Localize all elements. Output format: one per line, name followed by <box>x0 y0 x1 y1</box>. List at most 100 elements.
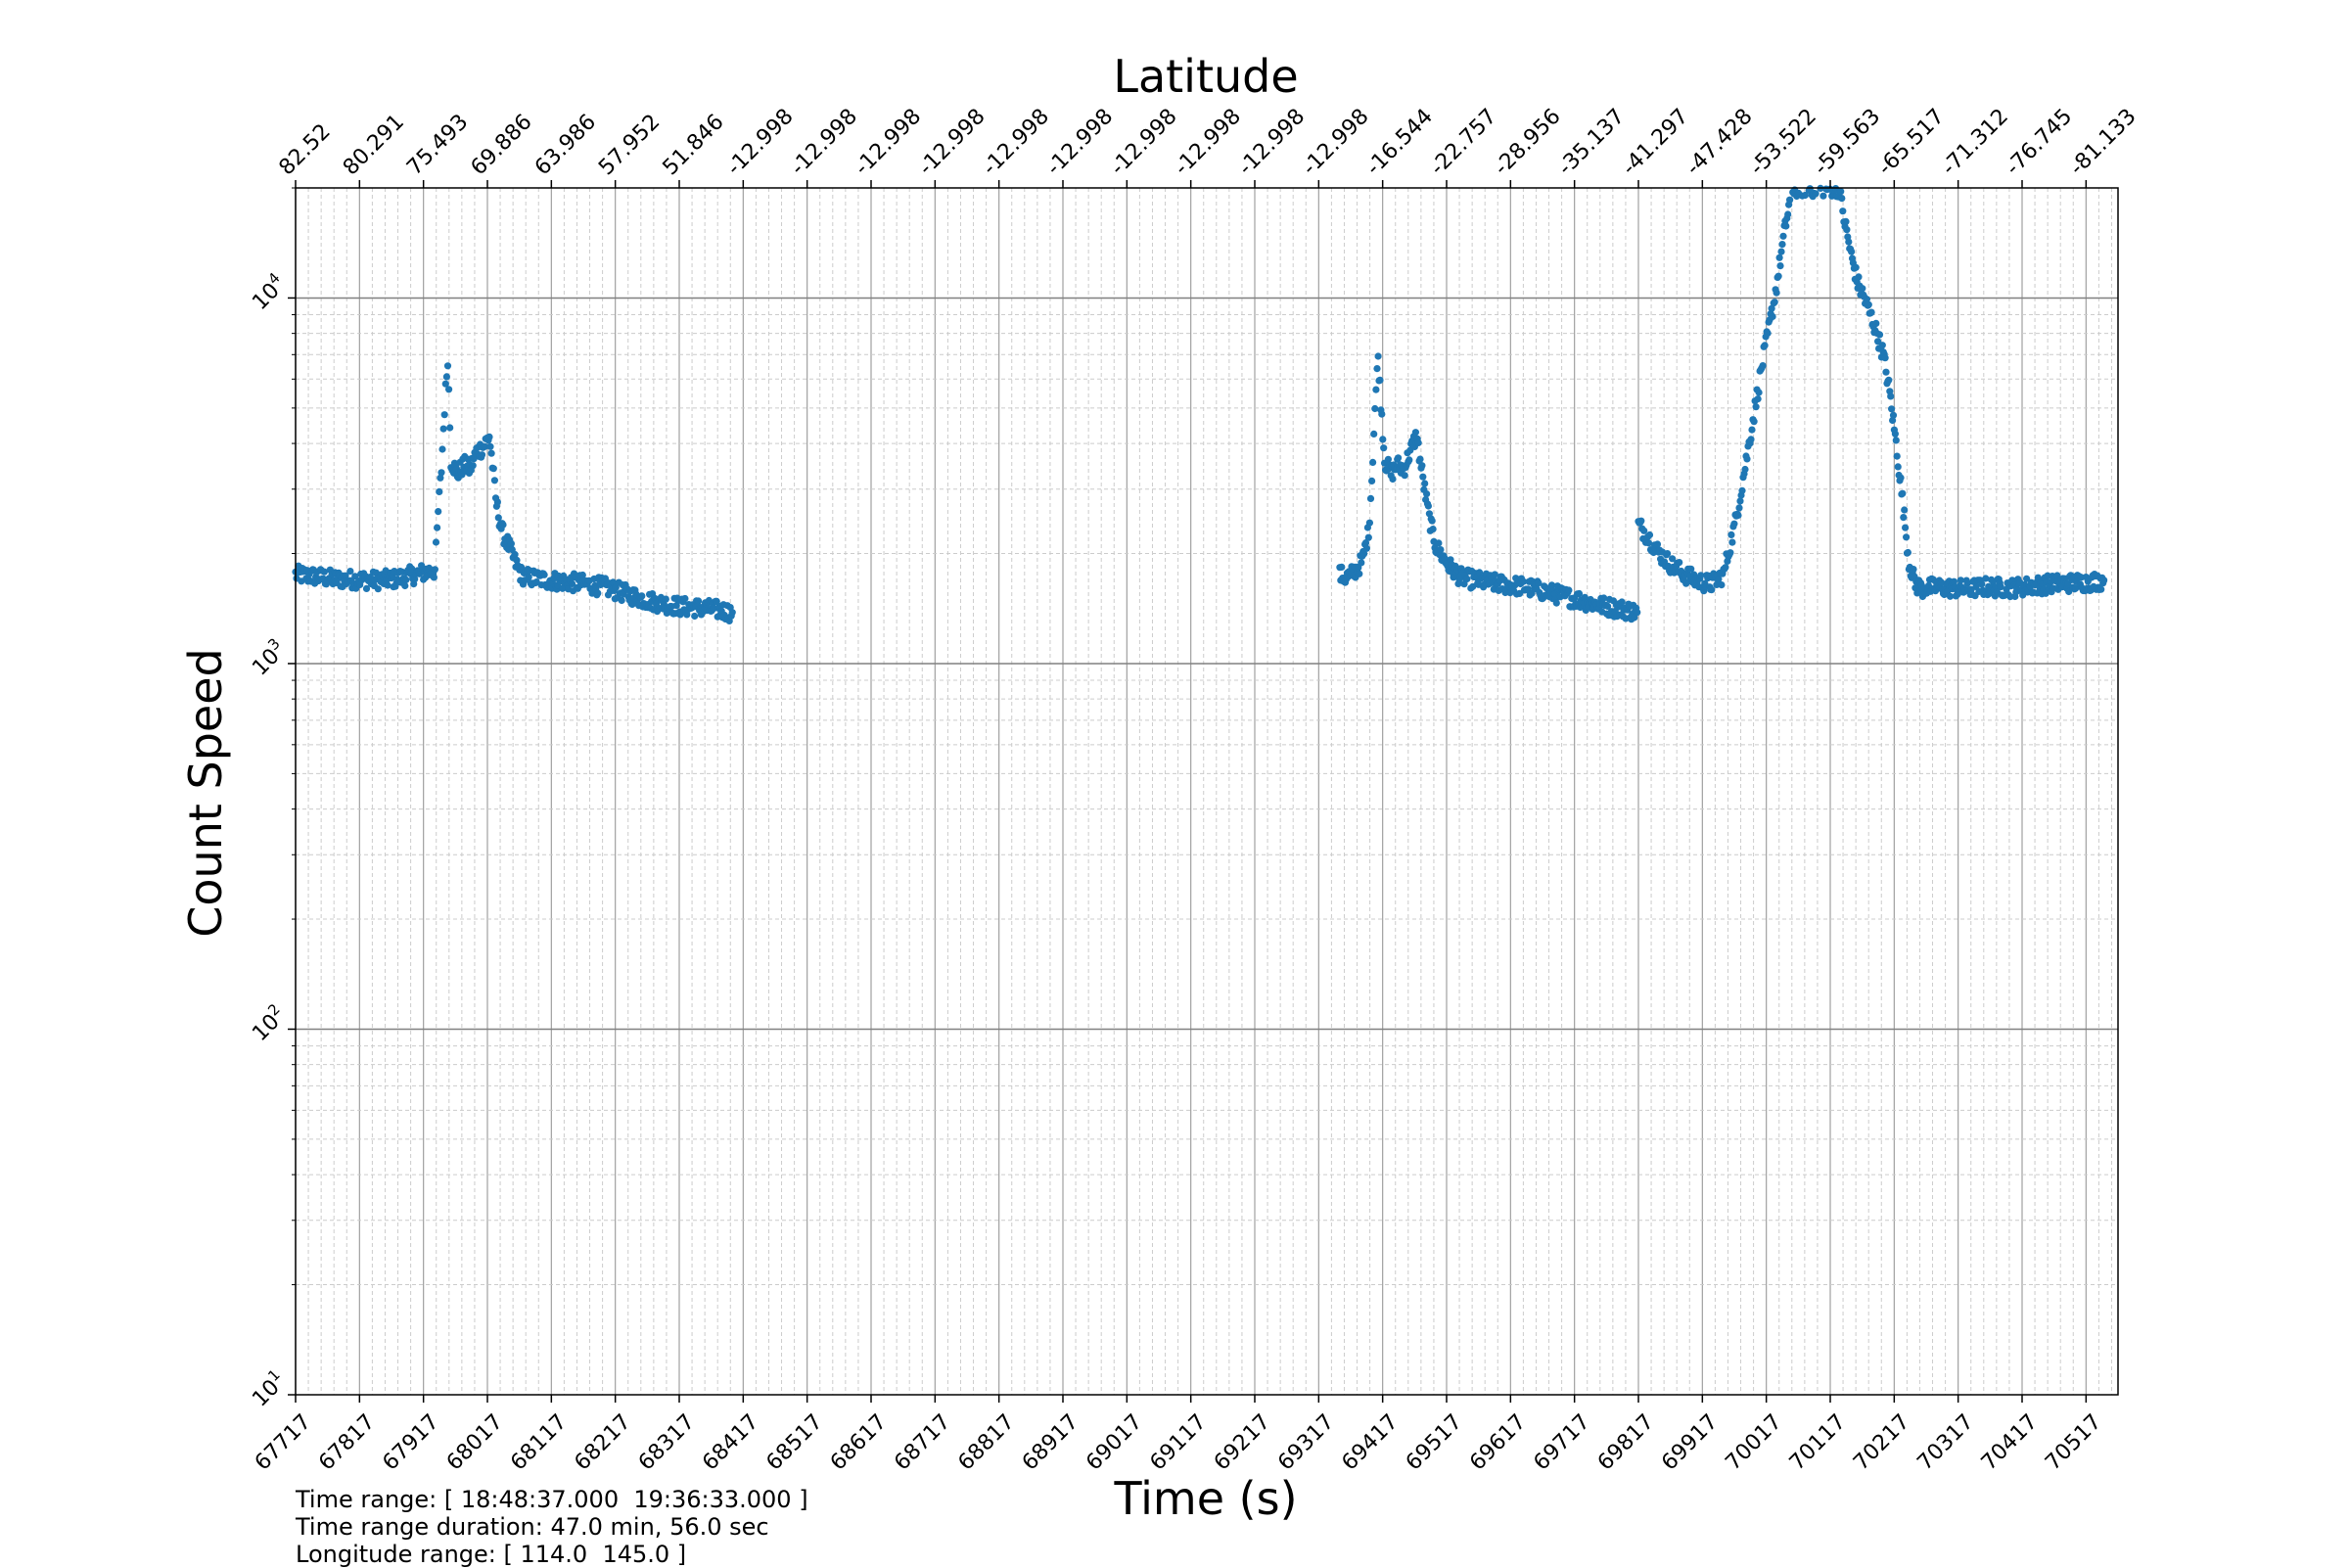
data-point <box>438 445 446 453</box>
data-point <box>1600 594 1608 602</box>
data-point <box>1338 563 1346 572</box>
latitude-tick-label: -35.137 <box>1553 105 1630 181</box>
data-point <box>1891 430 1899 438</box>
plot-frame <box>295 187 2119 1396</box>
y-axis-ticks: 101 102 103 104 <box>245 187 296 1412</box>
x-tick-label: 68717 <box>890 1409 955 1475</box>
data-point <box>1899 489 1907 497</box>
data-point <box>401 581 409 590</box>
data-point <box>1848 248 1856 255</box>
data-point <box>362 584 371 593</box>
latitude-tick-label: -59.563 <box>1810 105 1886 181</box>
data-point <box>431 566 438 574</box>
data-point <box>1370 430 1378 438</box>
data-point <box>609 578 618 586</box>
data-point <box>1778 241 1786 249</box>
plot-area-background <box>296 188 2118 1395</box>
data-point <box>1730 520 1738 528</box>
data-point <box>1644 539 1653 547</box>
time-range-text: Time range: [ 18:48:37.000 19:36:33.000 … <box>296 1486 808 1513</box>
data-point <box>1421 480 1429 487</box>
grid-layer <box>295 187 2118 1395</box>
data-point <box>440 411 448 419</box>
data-point <box>1491 571 1498 578</box>
data-point <box>1863 296 1870 303</box>
data-point <box>1736 497 1744 505</box>
data-point <box>1687 565 1695 573</box>
data-point <box>1761 342 1769 349</box>
data-point <box>1708 586 1716 594</box>
data-point <box>1888 405 1896 413</box>
data-point <box>489 465 497 473</box>
data-point <box>494 514 502 522</box>
data-point <box>507 539 516 548</box>
data-point <box>1982 575 1990 582</box>
y-tick-label: 102 <box>245 1000 291 1046</box>
x-tick-label: 67917 <box>378 1409 443 1475</box>
data-point <box>681 594 689 603</box>
data-point <box>1429 526 1437 533</box>
data-point <box>1786 196 1794 204</box>
data-point <box>1839 208 1847 215</box>
x-tick-label: 69817 <box>1593 1409 1659 1475</box>
data-point <box>1904 548 1911 557</box>
data-point <box>1779 232 1787 240</box>
latitude-tick-label: -22.757 <box>1426 105 1502 181</box>
data-point <box>481 442 488 450</box>
data-point <box>487 449 495 457</box>
data-point <box>1776 262 1784 270</box>
data-point <box>511 550 519 559</box>
data-point <box>1380 444 1388 452</box>
data-point <box>1887 392 1895 400</box>
x-tick-label: 68817 <box>953 1409 1019 1475</box>
data-point <box>1734 511 1742 520</box>
data-point <box>1718 581 1726 589</box>
data-point <box>439 425 447 433</box>
x-tick-label: 68417 <box>698 1409 763 1475</box>
latitude-tick-label: -71.312 <box>1937 105 2013 181</box>
data-point <box>402 576 410 584</box>
data-point <box>1754 395 1762 403</box>
data-point <box>2097 585 2105 593</box>
data-point <box>437 474 444 482</box>
data-point <box>1376 376 1384 384</box>
data-point <box>1775 254 1783 261</box>
x-tick-label: 69517 <box>1402 1409 1467 1475</box>
data-point <box>513 556 521 565</box>
latitude-tick-label: -12.998 <box>914 105 990 181</box>
data-point <box>1759 362 1767 370</box>
data-point <box>1424 502 1432 510</box>
x-tick-label: 69317 <box>1273 1409 1339 1475</box>
data-point <box>1384 455 1392 463</box>
x-tick-label: 70117 <box>1785 1409 1851 1475</box>
data-point <box>1379 436 1387 443</box>
latitude-axis-title: Latitude <box>1113 50 1298 103</box>
data-point <box>1801 191 1809 200</box>
x-tick-label: 68317 <box>634 1409 700 1475</box>
x-tick-label: 68217 <box>570 1409 635 1475</box>
data-point <box>320 568 328 576</box>
y-tick-label: 101 <box>245 1365 291 1411</box>
data-point <box>1358 559 1365 567</box>
latitude-tick-label: -41.297 <box>1618 105 1694 181</box>
data-point <box>1843 226 1851 234</box>
data-point <box>1845 238 1853 246</box>
latitude-tick-label: -12.998 <box>722 105 799 181</box>
data-point <box>1838 195 1846 203</box>
data-point <box>1634 609 1641 617</box>
time-range-duration-text: Time range duration: 47.0 min, 56.0 sec <box>296 1513 769 1541</box>
latitude-axis-ticks: 82.52 80.29175.49369.88663.98657.95251.84… <box>275 105 2142 188</box>
data-point <box>1356 570 1363 577</box>
data-point <box>1535 579 1543 587</box>
y-tick-label: 104 <box>245 269 291 315</box>
data-point <box>1903 533 1911 541</box>
data-point <box>1892 437 1900 444</box>
data-point <box>1889 411 1898 419</box>
data-point <box>432 538 440 546</box>
data-point <box>499 521 507 529</box>
data-point <box>342 572 349 579</box>
data-point <box>1368 477 1376 484</box>
data-point <box>1893 452 1901 460</box>
data-point <box>1360 550 1368 558</box>
x-tick-label: 70417 <box>1977 1409 2043 1475</box>
